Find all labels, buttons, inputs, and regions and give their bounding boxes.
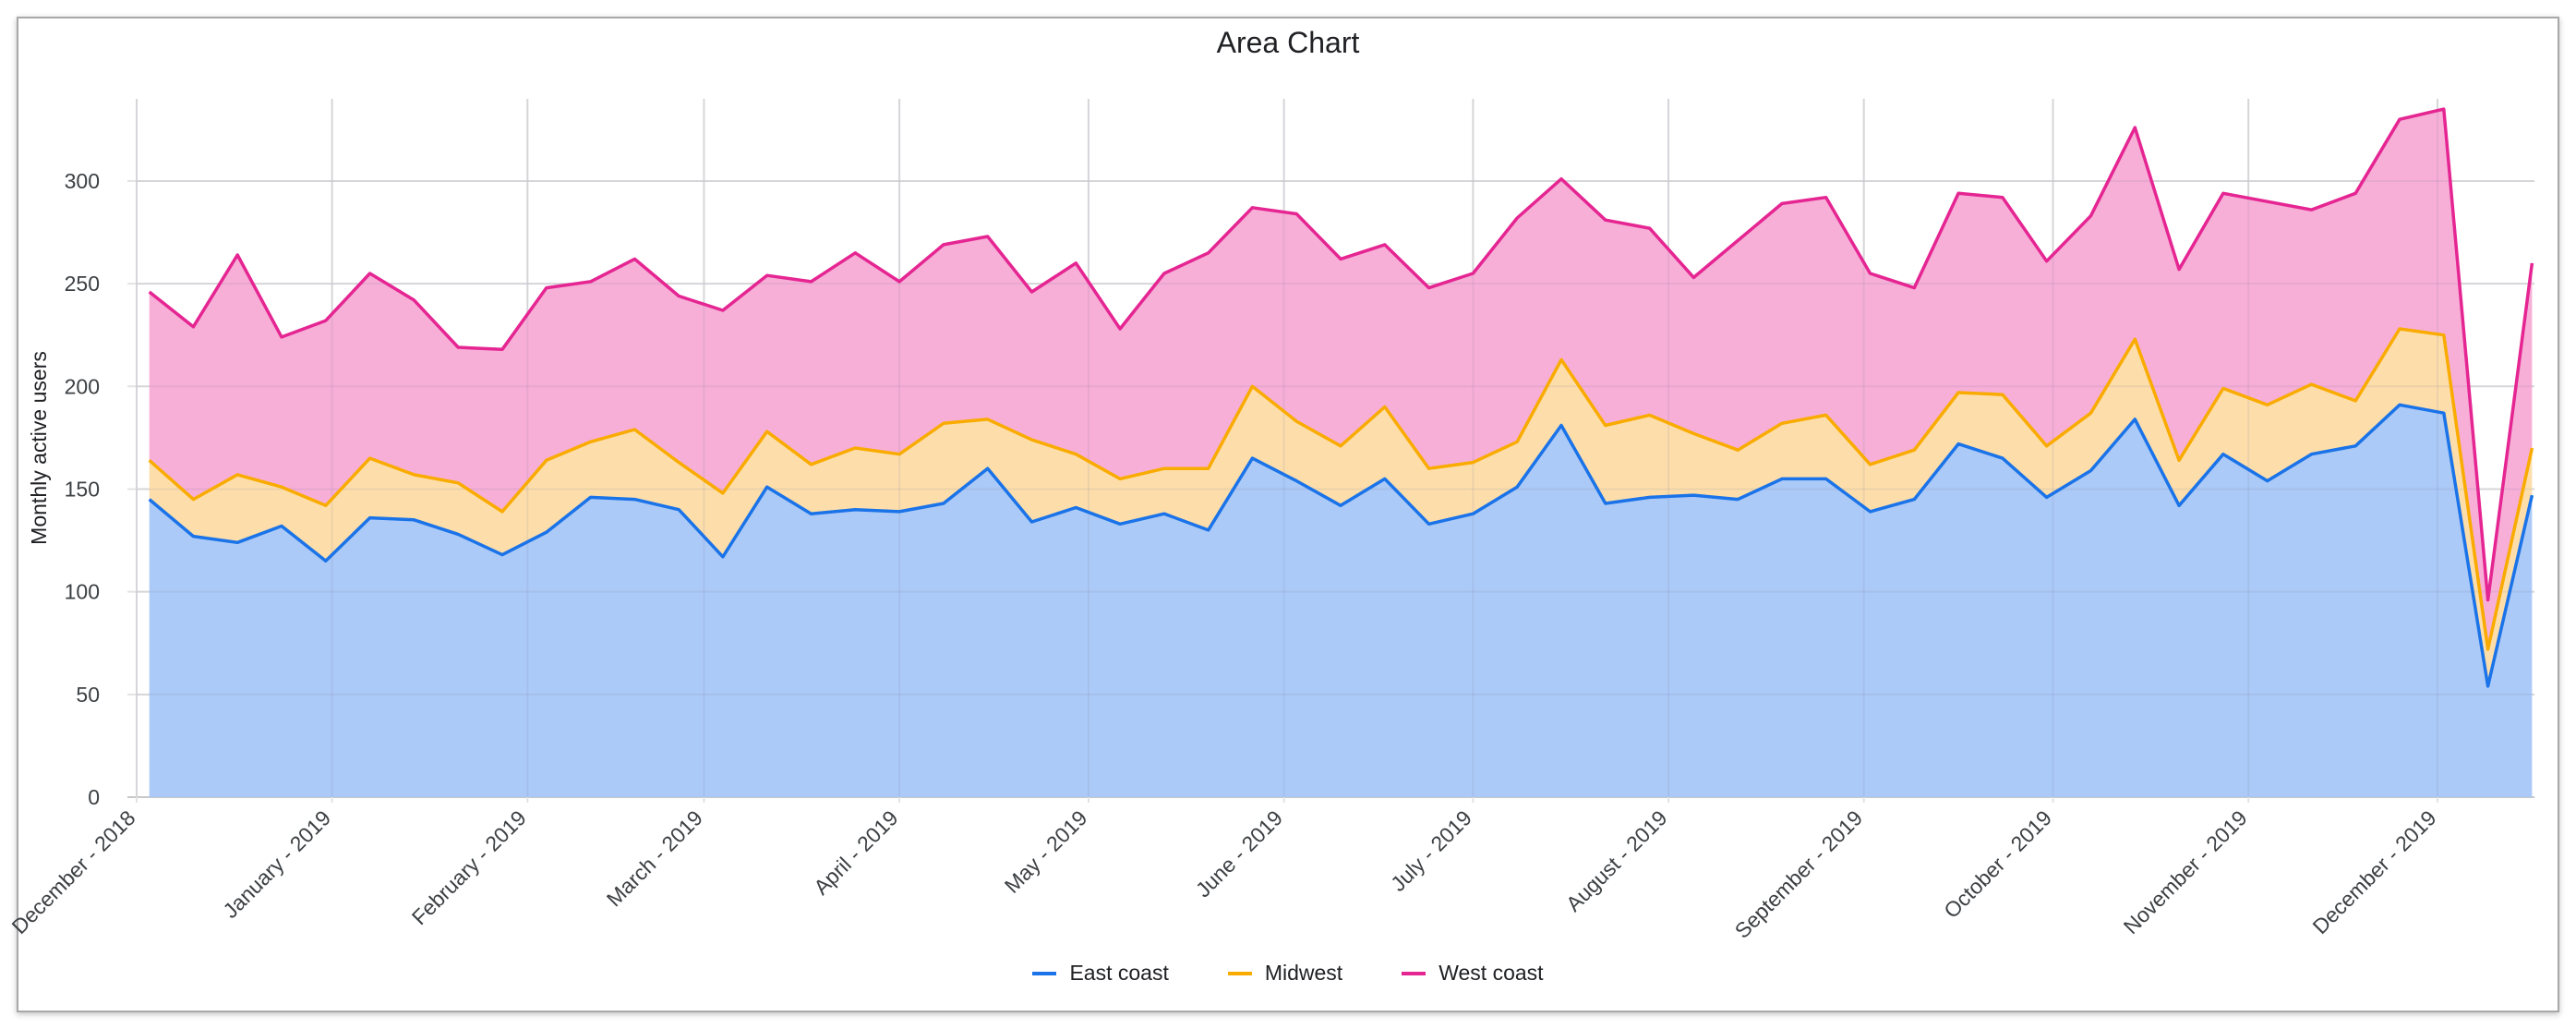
chart-title: Area Chart [1216,26,1360,59]
data-points-east-coast [149,405,2533,687]
legend: East coast Midwest West coast [0,961,2576,986]
y-tick-label: 300 [65,169,100,193]
x-tick-label: February - 2019 [407,805,531,929]
legend-label: Midwest [1264,961,1343,985]
legend-swatch [1032,971,1057,975]
x-tick-label: August - 2019 [1561,805,1672,916]
y-tick-label: 250 [65,272,100,296]
y-axis-label: Monthly active users [27,351,51,545]
legend-swatch [1227,971,1252,975]
legend-swatch [1402,971,1426,975]
data-points-midwest [149,328,2533,650]
legend-item-midwest[interactable]: Midwest [1227,961,1343,986]
x-tick-label: June - 2019 [1191,805,1287,902]
x-tick-label: January - 2019 [218,805,335,923]
x-tick-label: April - 2019 [809,805,903,900]
legend-item-east-coast[interactable]: East coast [1032,961,1169,986]
legend-label: West coast [1438,961,1544,985]
x-tick-label: December - 2019 [2307,805,2440,938]
y-tick-label: 0 [88,785,100,809]
x-tick-label: December - 2018 [6,805,139,938]
y-tick-label: 50 [76,683,100,707]
x-tick-label: July - 2019 [1386,805,1476,896]
x-tick-label: November - 2019 [2119,805,2252,938]
legend-item-west-coast[interactable]: West coast [1402,961,1544,986]
legend-label: East coast [1069,961,1169,985]
x-tick-label: March - 2019 [602,805,707,911]
data-points-west-coast [149,109,2533,600]
x-tick-label: May - 2019 [1000,805,1092,898]
y-tick-label: 200 [65,374,100,398]
x-tick-label: September - 2019 [1730,805,1868,943]
y-tick-label: 150 [65,477,100,501]
area-east-coast [149,405,2533,797]
x-tick-label: October - 2019 [1939,805,2056,923]
y-tick-label: 100 [65,580,100,604]
